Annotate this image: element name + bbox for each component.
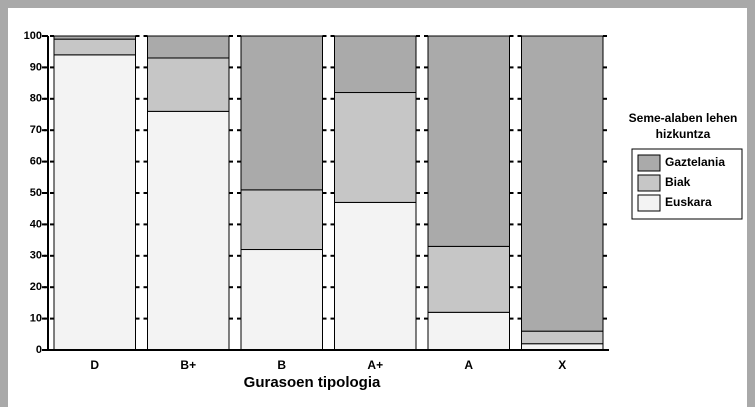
legend-swatch <box>637 194 661 212</box>
bar-segment <box>521 35 604 332</box>
legend-swatch <box>637 154 661 172</box>
x-tick-label: A+ <box>367 358 383 372</box>
bar-segment <box>240 189 323 251</box>
y-tick-label: 20 <box>30 281 42 293</box>
bar-segment <box>521 330 604 345</box>
bar-segment <box>147 57 230 112</box>
bar-segment <box>53 35 136 40</box>
y-tick-label: 100 <box>24 30 42 42</box>
bar-segment <box>427 245 510 313</box>
bar-segment <box>334 35 417 94</box>
x-tick-label: A <box>464 358 473 372</box>
legend-swatch <box>637 174 661 192</box>
x-tick-label: D <box>90 358 99 372</box>
bar-segment <box>427 311 510 351</box>
bar-segment <box>147 110 230 351</box>
legend-label: Euskara <box>665 195 712 209</box>
bar-segment <box>147 35 230 59</box>
legend-label: Gaztelania <box>665 155 725 169</box>
bar-segment <box>240 35 323 191</box>
bar-segment <box>334 201 417 351</box>
y-tick-label: 30 <box>30 250 42 262</box>
bar-segment <box>53 54 136 351</box>
y-tick-label: 50 <box>30 187 42 199</box>
x-axis-title: Gurasoen tipologia <box>244 374 381 391</box>
y-tick-label: 60 <box>30 156 42 168</box>
x-tick-label: X <box>558 358 566 372</box>
legend-title: Seme-alaben lehen hizkuntza <box>628 111 738 141</box>
bar-segment <box>427 35 510 247</box>
y-tick-label: 0 <box>36 344 42 356</box>
bar-segment <box>334 92 417 203</box>
legend-label: Biak <box>665 175 691 189</box>
y-tick-label: 70 <box>30 124 42 136</box>
bar-segment <box>240 249 323 351</box>
y-tick-label: 40 <box>30 218 42 230</box>
y-tick-label: 80 <box>30 93 42 105</box>
y-tick-label: 90 <box>30 61 42 73</box>
x-tick-label: B <box>277 358 286 372</box>
y-tick-label: 10 <box>30 313 42 325</box>
bar-segment <box>53 38 136 56</box>
x-tick-label: B+ <box>180 358 196 372</box>
